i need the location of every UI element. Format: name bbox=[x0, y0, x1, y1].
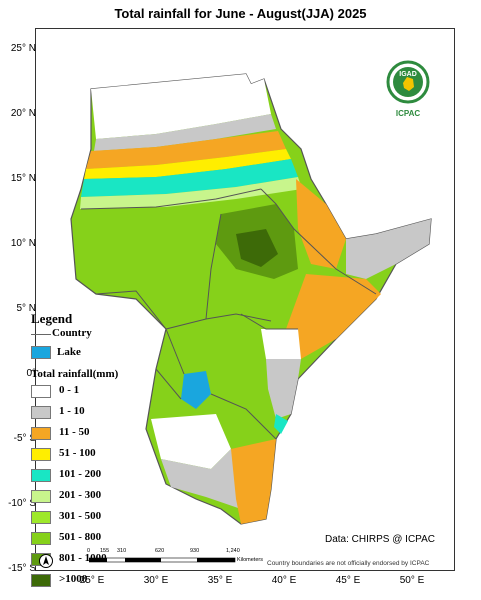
legend-class-row: 51 - 100 bbox=[31, 445, 141, 466]
class-swatch bbox=[31, 574, 51, 587]
north-dry-grey bbox=[94, 114, 276, 151]
class-label: 301 - 500 bbox=[59, 510, 102, 522]
tanzania-orange bbox=[231, 439, 276, 524]
lat-label-10s: -10° S bbox=[8, 498, 36, 509]
logo-icpac-text: ICPAC bbox=[395, 109, 421, 118]
class-swatch bbox=[31, 490, 51, 503]
east-orange-1 bbox=[296, 179, 346, 269]
legend-class-row: 101 - 200 bbox=[31, 466, 141, 487]
icpac-logo: IGAD ICPAC bbox=[383, 57, 433, 123]
scale-unit: Kilometers bbox=[237, 557, 263, 563]
map-frame bbox=[35, 28, 455, 571]
legend-class-row: 301 - 500 bbox=[31, 508, 141, 529]
north-cyan-band bbox=[81, 159, 298, 197]
north-orange-band bbox=[86, 131, 286, 169]
coast-cyan bbox=[274, 414, 288, 434]
class-swatch bbox=[31, 385, 51, 398]
scale-bar-graphic bbox=[89, 557, 236, 563]
legend-class-row: 201 - 300 bbox=[31, 487, 141, 508]
north-arrow-icon bbox=[39, 554, 53, 568]
lat-label-5s: -5° S bbox=[13, 433, 36, 444]
lat-label-10n: 10° N bbox=[10, 238, 36, 249]
legend-class-row: >1000 bbox=[31, 571, 141, 592]
legend-class-list: 0 - 1 1 - 10 11 - 50 51 - 100 101 - 200 … bbox=[31, 382, 141, 592]
north-yellow-band bbox=[84, 149, 291, 179]
class-swatch bbox=[31, 448, 51, 461]
lon-label-45e: 45° E bbox=[335, 575, 361, 586]
lat-label-0: 0° bbox=[26, 368, 36, 379]
class-swatch bbox=[31, 532, 51, 545]
class-swatch bbox=[31, 427, 51, 440]
class-label: 501 - 800 bbox=[59, 531, 102, 543]
scale-label: 930 bbox=[190, 548, 200, 554]
scale-label: 310 bbox=[117, 548, 127, 554]
legend-title: Legend bbox=[31, 311, 73, 326]
scale-label: 155 bbox=[100, 548, 110, 554]
lat-label-5n: 5° N bbox=[16, 303, 36, 314]
lat-label-25n: 25° N bbox=[10, 43, 36, 54]
legend-lake-row: Lake bbox=[31, 344, 141, 364]
lon-label-50e: 50° E bbox=[399, 575, 425, 586]
scale-label: 1,240 bbox=[226, 548, 240, 554]
north-lightgreen-band bbox=[80, 177, 302, 209]
class-label: 1 - 10 bbox=[59, 405, 85, 417]
legend-class-row: 1 - 10 bbox=[31, 403, 141, 424]
lon-label-35e: 35° E bbox=[207, 575, 233, 586]
class-label: >1000 bbox=[59, 573, 88, 585]
lon-label-30e: 30° E bbox=[143, 575, 169, 586]
tanzania-grey bbox=[161, 449, 251, 509]
class-swatch bbox=[31, 469, 51, 482]
logo-emblem-icon bbox=[386, 60, 430, 104]
legend-country-row: Country bbox=[31, 327, 141, 341]
legend-country-label: Country bbox=[52, 327, 92, 339]
country-borders bbox=[80, 188, 377, 440]
highlands-darkest bbox=[236, 229, 278, 267]
east-grey-kenya bbox=[266, 359, 301, 419]
map-legend: Legend Country Lake Total rainfall(mm) 0… bbox=[31, 311, 141, 592]
legend-class-row: 501 - 800 bbox=[31, 529, 141, 550]
legend-class-row: 0 - 1 bbox=[31, 382, 141, 403]
class-label: 11 - 50 bbox=[59, 426, 90, 438]
lon-label-40e: 40° E bbox=[271, 575, 297, 586]
map-title: Total rainfall for June - August(JJA) 20… bbox=[114, 6, 367, 21]
legend-class-row: 11 - 50 bbox=[31, 424, 141, 445]
lat-label-15s: -15° S bbox=[8, 563, 36, 574]
scale-label: 620 bbox=[155, 548, 165, 554]
class-label: 201 - 300 bbox=[59, 489, 102, 501]
north-dry-white bbox=[91, 74, 271, 139]
legend-rain-title: Total rainfall(mm) bbox=[31, 368, 119, 380]
lake-swatch bbox=[31, 346, 51, 359]
data-credit: Data: CHIRPS @ ICPAC bbox=[325, 534, 435, 545]
legend-lake-label: Lake bbox=[57, 346, 81, 358]
rainfall-map bbox=[70, 73, 432, 525]
logo-igad-text: IGAD bbox=[399, 71, 417, 78]
east-orange-2 bbox=[286, 274, 381, 359]
east-grey-horn bbox=[346, 219, 431, 279]
lon-label-25e: 25° E bbox=[79, 575, 105, 586]
lat-label-15n: 15° N bbox=[10, 173, 36, 184]
class-label: 0 - 1 bbox=[59, 384, 80, 396]
class-swatch bbox=[31, 511, 51, 524]
lake-victoria bbox=[181, 371, 211, 409]
lat-label-20n: 20° N bbox=[10, 108, 36, 119]
class-label: 101 - 200 bbox=[59, 468, 102, 480]
class-swatch bbox=[31, 406, 51, 419]
scale-label: 0 bbox=[87, 548, 91, 554]
tanzania-white bbox=[151, 414, 231, 469]
country-line-symbol bbox=[31, 334, 51, 335]
border-disclaimer: Country boundaries are not officially en… bbox=[267, 560, 430, 567]
class-label: 51 - 100 bbox=[59, 447, 96, 459]
